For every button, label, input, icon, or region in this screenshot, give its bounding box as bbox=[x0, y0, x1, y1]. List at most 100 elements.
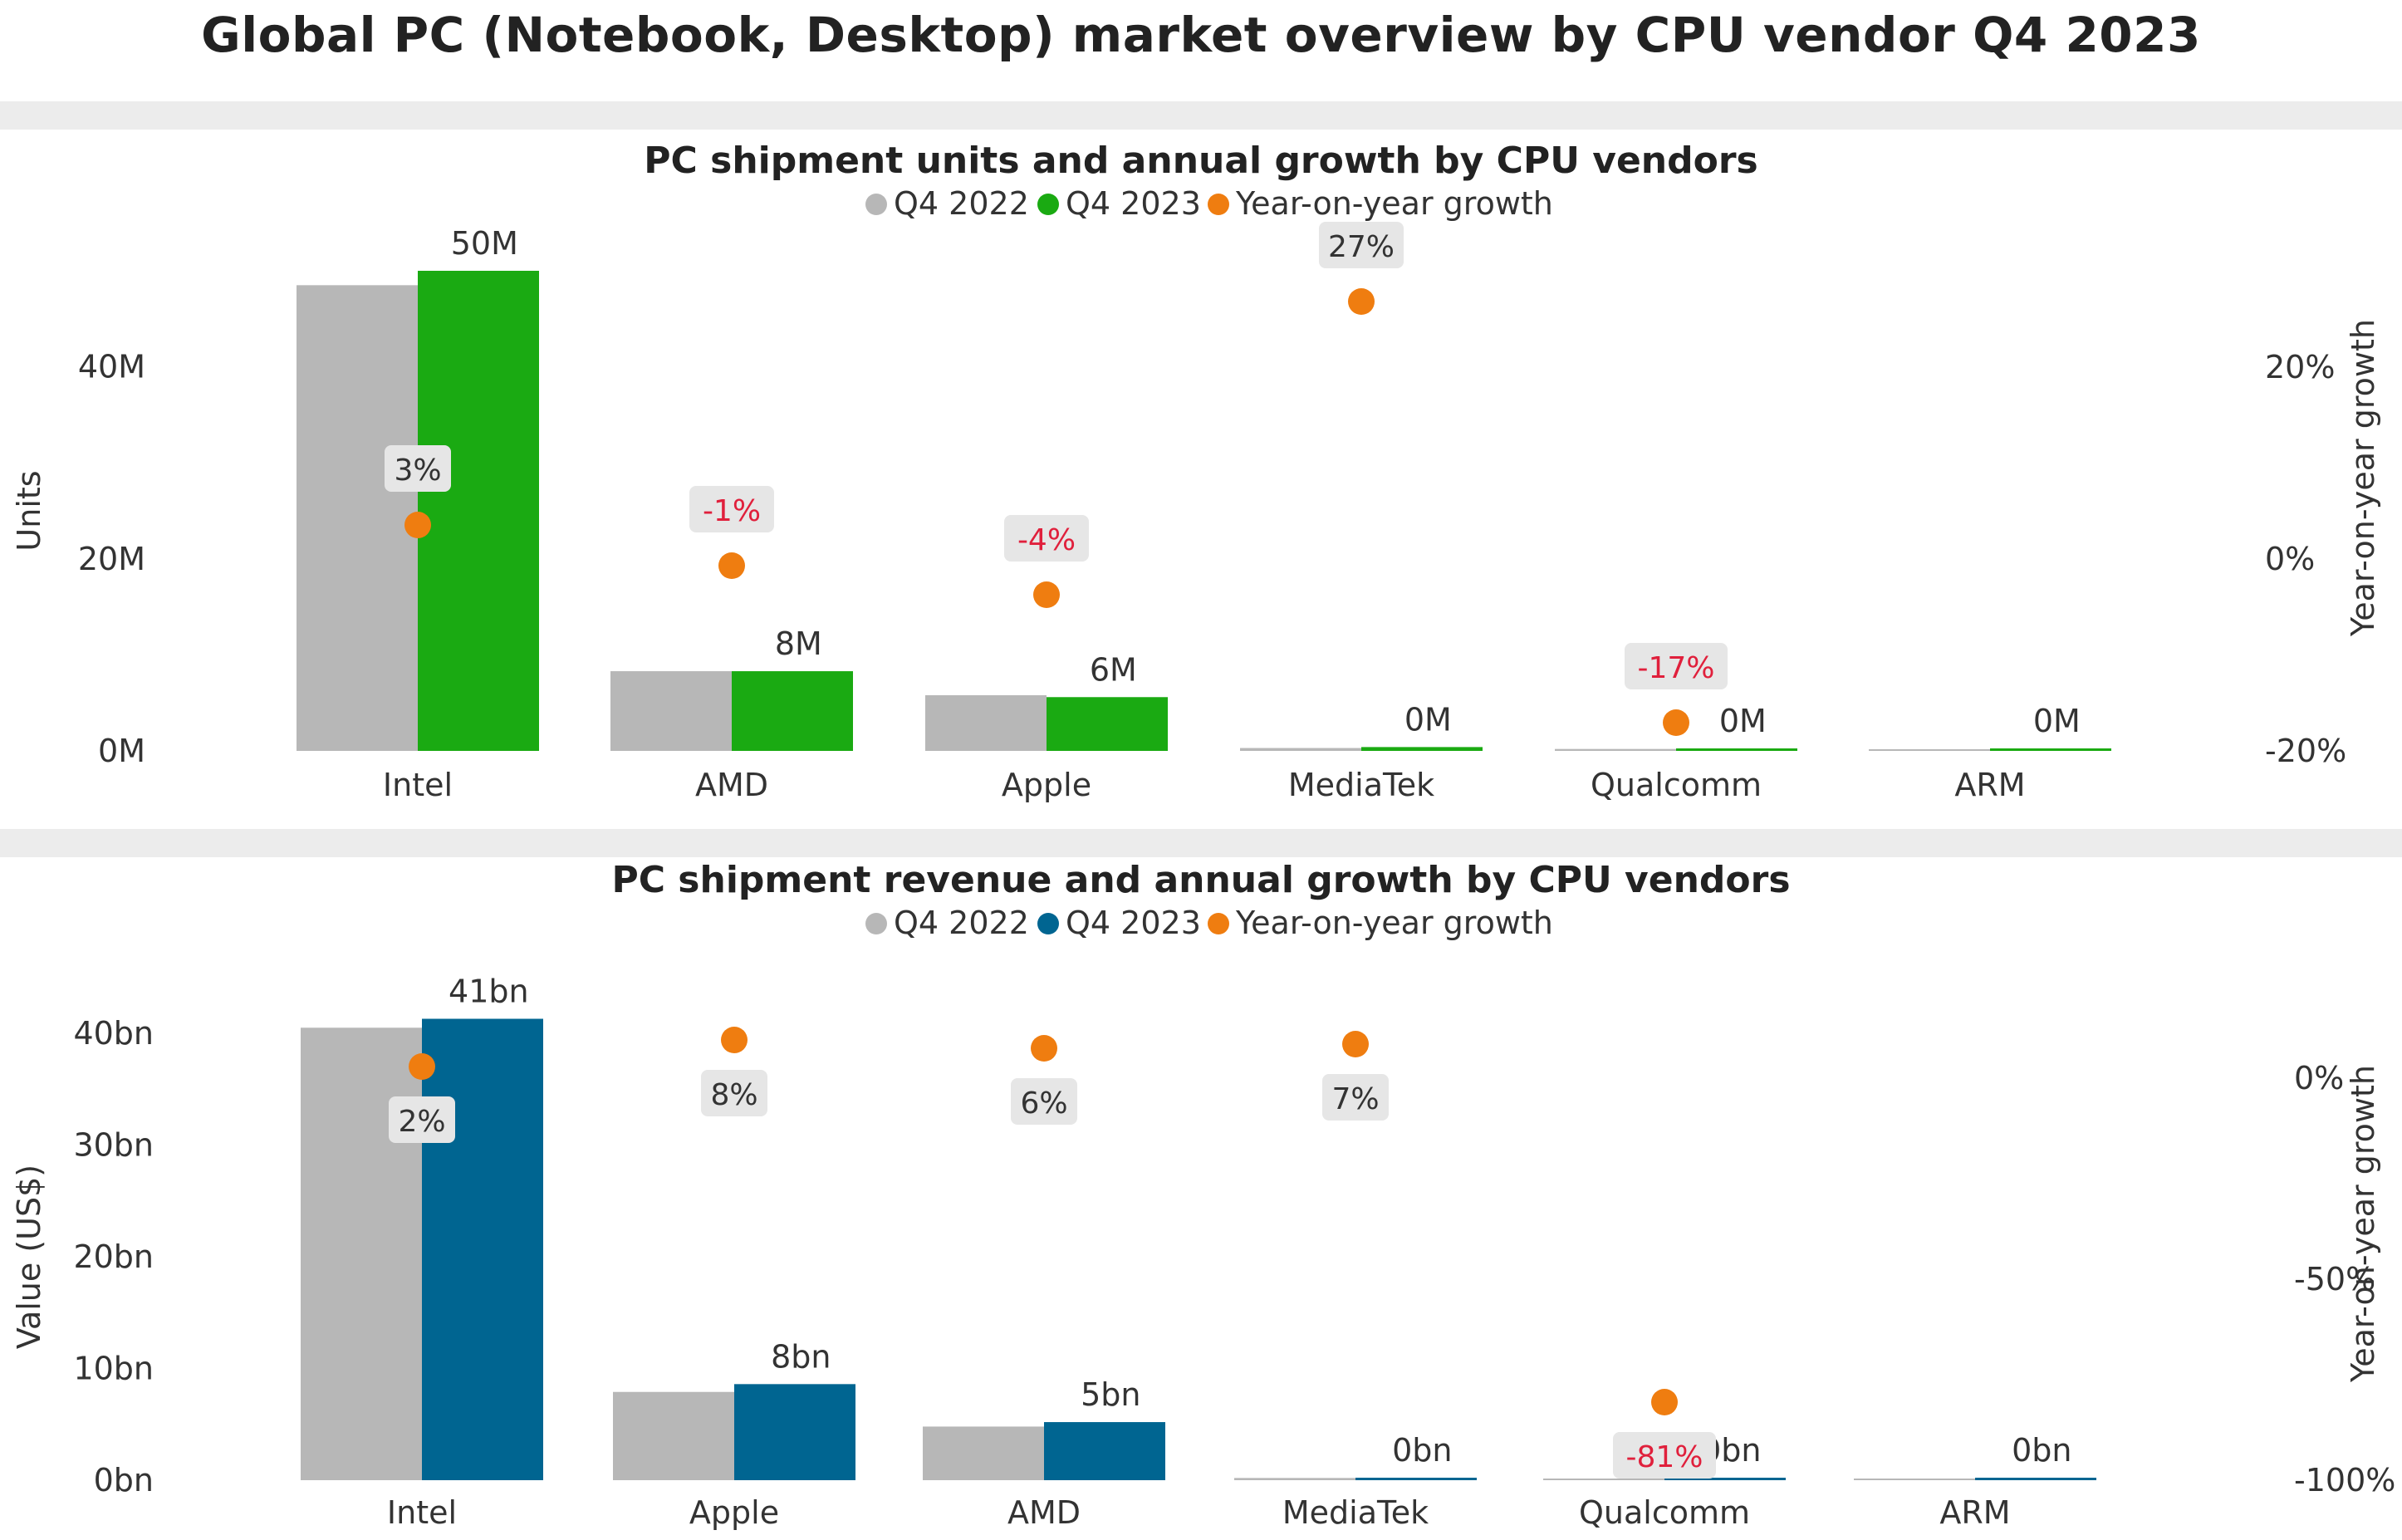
value-label: 6M bbox=[1090, 651, 1137, 688]
value-label: 41bn bbox=[449, 974, 529, 1010]
legend-item: Year-on-year growth bbox=[1208, 185, 1553, 222]
growth-label: 6% bbox=[1020, 1086, 1067, 1121]
bar-q4-2023 bbox=[1047, 697, 1168, 751]
legend-label: Year-on-year growth bbox=[1235, 185, 1553, 222]
category-label: ARM bbox=[1954, 767, 2025, 803]
growth-label-box bbox=[689, 486, 774, 532]
bar-q4-2023 bbox=[1361, 747, 1483, 751]
y2-axis-title: Year-on-year growth bbox=[2345, 319, 2381, 637]
legend-item: Year-on-year growth bbox=[1208, 905, 1553, 941]
bar-q4-2023 bbox=[734, 1384, 855, 1480]
growth-label-box bbox=[385, 445, 451, 492]
y-tick-label: 20M bbox=[78, 541, 145, 577]
bar-q4-2022 bbox=[301, 1027, 422, 1480]
value-label: 8bn bbox=[771, 1338, 831, 1375]
legend-item: Q4 2022 bbox=[865, 185, 1029, 222]
bar-q4-2023 bbox=[732, 671, 853, 751]
y-tick-label: 30bn bbox=[73, 1127, 154, 1164]
category-label: Qualcomm bbox=[1591, 767, 1762, 803]
legend-label: Q4 2022 bbox=[894, 905, 1029, 941]
category-label: ARM bbox=[1939, 1494, 2010, 1531]
bar-q4-2023 bbox=[1044, 1422, 1165, 1480]
y-tick-label: 10bn bbox=[73, 1351, 154, 1387]
value-label: 0M bbox=[1404, 701, 1452, 738]
panel-separator bbox=[0, 101, 2402, 130]
growth-dot bbox=[721, 1027, 748, 1053]
growth-label-box bbox=[1011, 1078, 1077, 1125]
growth-dot bbox=[1651, 1389, 1678, 1415]
legend-label: Q4 2023 bbox=[1066, 905, 1201, 941]
y-tick-label: 40M bbox=[78, 349, 145, 385]
growth-label-box bbox=[701, 1070, 767, 1116]
growth-label: 7% bbox=[1331, 1082, 1379, 1116]
bar-q4-2022 bbox=[1543, 1479, 1664, 1480]
category-label: MediaTek bbox=[1282, 1494, 1429, 1531]
bar-q4-2022 bbox=[925, 694, 1047, 751]
growth-label: 27% bbox=[1328, 230, 1395, 264]
growth-dot bbox=[1663, 709, 1689, 736]
bar-q4-2022 bbox=[610, 671, 732, 751]
growth-label-box bbox=[389, 1096, 455, 1143]
legend-item: Q4 2022 bbox=[865, 905, 1029, 941]
growth-dot bbox=[1342, 1031, 1369, 1057]
value-label: 5bn bbox=[1081, 1376, 1140, 1413]
growth-label-box bbox=[1319, 222, 1404, 268]
chart-title: PC shipment revenue and annual growth by… bbox=[611, 859, 1790, 901]
y-axis-title: Units bbox=[11, 470, 47, 551]
category-label: AMD bbox=[1007, 1494, 1081, 1531]
bar-q4-2023 bbox=[1975, 1478, 2096, 1480]
category-label: Intel bbox=[383, 767, 453, 803]
legend-marker bbox=[865, 913, 887, 934]
value-label: 0M bbox=[1719, 703, 1767, 739]
growth-dot bbox=[1031, 1035, 1057, 1062]
value-label: 8M bbox=[775, 625, 822, 662]
bar-q4-2023 bbox=[1676, 748, 1797, 751]
legend-marker bbox=[1208, 194, 1229, 215]
growth-label: 8% bbox=[710, 1078, 757, 1112]
value-label: 50M bbox=[451, 225, 518, 262]
y-axis-title: Value (US$) bbox=[11, 1165, 47, 1349]
bar-q4-2023 bbox=[418, 271, 539, 751]
y2-tick-label: -100% bbox=[2294, 1462, 2395, 1498]
growth-dot bbox=[718, 552, 745, 579]
bar-q4-2022 bbox=[1854, 1479, 1975, 1480]
value-label: 0bn bbox=[2012, 1432, 2071, 1469]
bar-q4-2022 bbox=[613, 1391, 734, 1480]
y2-axis-title: Year-on-year growth bbox=[2345, 1065, 2381, 1383]
bar-q4-2022 bbox=[1555, 748, 1676, 751]
bar-q4-2022 bbox=[1240, 748, 1361, 751]
bar-q4-2023 bbox=[1355, 1478, 1477, 1480]
legend-label: Year-on-year growth bbox=[1235, 905, 1553, 941]
y2-tick-label: 0% bbox=[2294, 1060, 2344, 1096]
y-tick-label: 0bn bbox=[94, 1462, 154, 1498]
legend-label: Q4 2023 bbox=[1066, 185, 1201, 222]
y-tick-label: 40bn bbox=[73, 1015, 154, 1052]
value-label: 0bn bbox=[1392, 1432, 1452, 1469]
bar-q4-2023 bbox=[422, 1018, 543, 1480]
growth-label: -4% bbox=[1017, 523, 1076, 557]
category-label: Qualcomm bbox=[1579, 1494, 1750, 1531]
bar-q4-2022 bbox=[1869, 749, 1990, 751]
legend-item: Q4 2023 bbox=[1037, 185, 1201, 222]
revenue-chart: PC shipment revenue and annual growth by… bbox=[11, 859, 2395, 1531]
legend-label: Q4 2022 bbox=[894, 185, 1029, 222]
value-label: 0M bbox=[2033, 703, 2081, 739]
growth-dot bbox=[409, 1053, 435, 1080]
category-label: Apple bbox=[1002, 767, 1091, 803]
category-label: Intel bbox=[387, 1494, 457, 1531]
y-tick-label: 20bn bbox=[73, 1238, 154, 1275]
units-chart: PC shipment units and annual growth by C… bbox=[11, 140, 2381, 803]
bar-q4-2023 bbox=[1990, 748, 2111, 751]
growth-label: -17% bbox=[1637, 651, 1714, 685]
legend-marker bbox=[865, 194, 887, 215]
chart-title: PC shipment units and annual growth by C… bbox=[644, 140, 1757, 182]
y2-tick-label: -50% bbox=[2294, 1261, 2375, 1297]
legend-marker bbox=[1037, 913, 1059, 934]
bar-q4-2022 bbox=[923, 1426, 1044, 1480]
growth-dot bbox=[1348, 288, 1375, 315]
growth-label-box bbox=[1625, 643, 1728, 689]
growth-dot bbox=[1033, 581, 1060, 608]
category-label: MediaTek bbox=[1288, 767, 1434, 803]
y-tick-label: 0M bbox=[98, 733, 145, 769]
panel-separator bbox=[0, 829, 2402, 857]
